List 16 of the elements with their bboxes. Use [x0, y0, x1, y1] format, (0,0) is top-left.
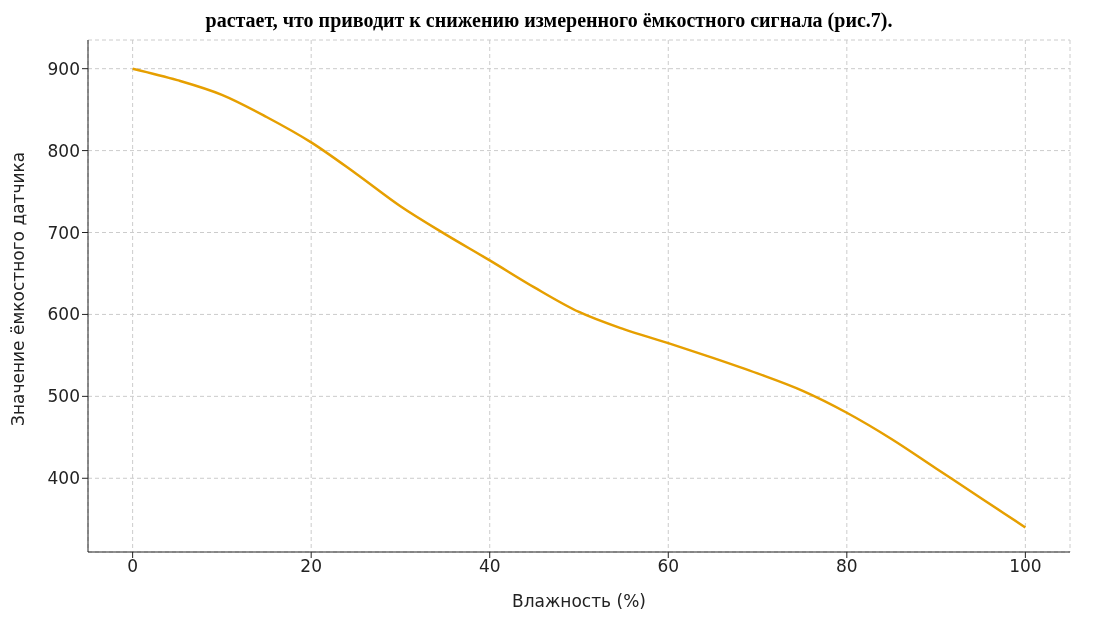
y-axis-title: Значение ёмкостного датчика: [8, 151, 29, 426]
y-tick-label: 700: [47, 222, 80, 243]
y-tick-label: 800: [47, 140, 80, 161]
y-tick-label: 500: [47, 386, 80, 407]
text: растает, что приводит к снижению измеренного ёмкостного сигнала (рис.7).: [204, 8, 894, 32]
x-tick-label: 40: [478, 556, 501, 577]
line-series: [131, 67, 1027, 529]
x-tick-label: 0: [127, 556, 139, 577]
y-tick-label: 400: [47, 468, 80, 489]
y-tick-label: 600: [47, 304, 80, 325]
x-tick-label: 20: [300, 556, 322, 577]
x-tick-label: 80: [836, 556, 858, 577]
x-tick-label: 100: [1009, 556, 1042, 577]
y-tick-label: 900: [47, 58, 80, 79]
x-axis-title: Влажность (%): [512, 591, 646, 611]
x-tick-label: 60: [657, 556, 680, 577]
